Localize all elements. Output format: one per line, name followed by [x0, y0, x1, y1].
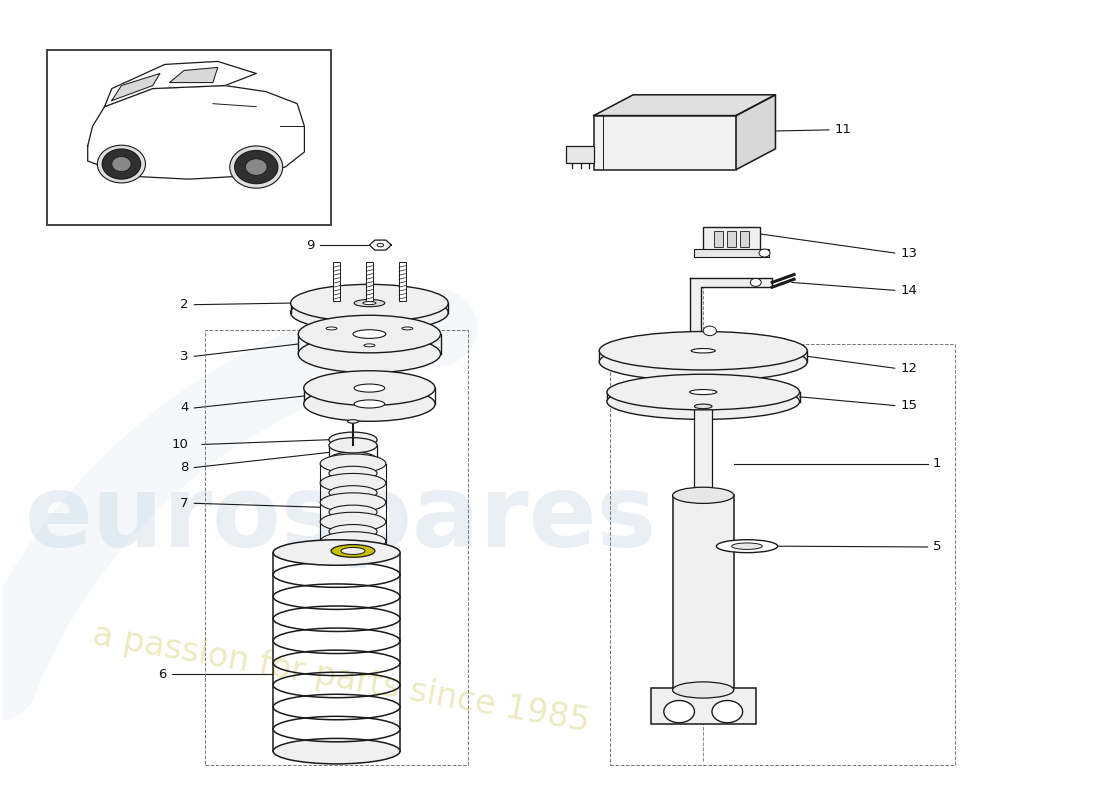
Polygon shape — [736, 94, 776, 170]
Bar — [694, 249, 769, 257]
Ellipse shape — [354, 400, 385, 408]
Ellipse shape — [304, 386, 436, 422]
Ellipse shape — [690, 390, 717, 394]
Ellipse shape — [329, 486, 377, 500]
Text: 1: 1 — [933, 457, 942, 470]
Polygon shape — [594, 94, 775, 115]
Circle shape — [712, 701, 743, 722]
Text: 5: 5 — [933, 541, 942, 554]
Bar — [714, 230, 723, 246]
Ellipse shape — [691, 349, 715, 353]
Ellipse shape — [245, 158, 267, 175]
Polygon shape — [112, 74, 160, 101]
Text: 14: 14 — [900, 284, 917, 297]
Bar — [694, 406, 712, 503]
Ellipse shape — [329, 452, 377, 467]
Polygon shape — [690, 278, 772, 339]
Bar — [740, 230, 749, 246]
Bar — [703, 227, 760, 250]
Text: 8: 8 — [180, 461, 189, 474]
Ellipse shape — [600, 342, 807, 381]
Text: 11: 11 — [835, 123, 851, 136]
Circle shape — [759, 249, 770, 257]
Text: 13: 13 — [900, 246, 917, 259]
Polygon shape — [104, 62, 256, 106]
Bar — [566, 146, 594, 163]
Text: 15: 15 — [900, 399, 917, 412]
Circle shape — [703, 326, 716, 336]
Ellipse shape — [672, 487, 734, 503]
Text: 7: 7 — [180, 497, 189, 510]
Ellipse shape — [348, 438, 358, 442]
Ellipse shape — [341, 547, 365, 554]
Text: eurospares: eurospares — [24, 470, 657, 568]
Ellipse shape — [329, 505, 377, 519]
Ellipse shape — [298, 335, 441, 373]
Bar — [672, 495, 734, 690]
Ellipse shape — [273, 540, 400, 566]
Ellipse shape — [607, 384, 800, 419]
Bar — [594, 115, 736, 170]
Polygon shape — [370, 240, 392, 250]
Ellipse shape — [230, 146, 283, 188]
Text: a passion for parts since 1985: a passion for parts since 1985 — [90, 618, 593, 738]
Ellipse shape — [607, 374, 800, 410]
Ellipse shape — [320, 474, 386, 493]
Ellipse shape — [320, 493, 386, 512]
Ellipse shape — [354, 384, 385, 392]
Ellipse shape — [304, 370, 436, 406]
Text: 4: 4 — [180, 402, 189, 414]
Ellipse shape — [320, 532, 386, 550]
Ellipse shape — [320, 454, 386, 473]
Ellipse shape — [112, 157, 131, 171]
Ellipse shape — [329, 432, 377, 447]
Bar — [651, 688, 756, 724]
Bar — [366, 262, 373, 302]
Ellipse shape — [273, 738, 400, 764]
Ellipse shape — [329, 466, 377, 480]
Ellipse shape — [694, 404, 712, 409]
Ellipse shape — [672, 682, 734, 698]
Ellipse shape — [600, 331, 807, 370]
Ellipse shape — [298, 315, 441, 353]
Ellipse shape — [331, 545, 375, 558]
Ellipse shape — [348, 420, 359, 423]
Ellipse shape — [329, 525, 377, 538]
Ellipse shape — [353, 330, 386, 338]
Ellipse shape — [363, 302, 376, 305]
Text: 12: 12 — [900, 362, 917, 374]
Ellipse shape — [716, 540, 778, 553]
Polygon shape — [169, 67, 218, 82]
Ellipse shape — [402, 327, 412, 330]
Circle shape — [663, 701, 694, 722]
Ellipse shape — [102, 149, 141, 179]
Bar — [399, 262, 406, 302]
Ellipse shape — [97, 145, 145, 183]
Ellipse shape — [329, 438, 377, 453]
Ellipse shape — [234, 150, 278, 184]
Ellipse shape — [732, 543, 762, 550]
Ellipse shape — [320, 512, 386, 531]
Bar — [46, 50, 331, 226]
Polygon shape — [88, 86, 305, 179]
Ellipse shape — [290, 294, 448, 331]
Ellipse shape — [326, 327, 337, 330]
Circle shape — [750, 278, 761, 286]
Ellipse shape — [354, 299, 385, 306]
Text: 6: 6 — [158, 667, 167, 681]
Text: 9: 9 — [306, 238, 315, 251]
Ellipse shape — [290, 284, 448, 322]
Bar — [727, 230, 736, 246]
Text: 10: 10 — [172, 438, 189, 451]
Text: 3: 3 — [180, 350, 189, 363]
Bar — [333, 262, 340, 302]
Ellipse shape — [364, 344, 375, 346]
Text: 2: 2 — [180, 298, 189, 311]
Ellipse shape — [377, 243, 384, 247]
